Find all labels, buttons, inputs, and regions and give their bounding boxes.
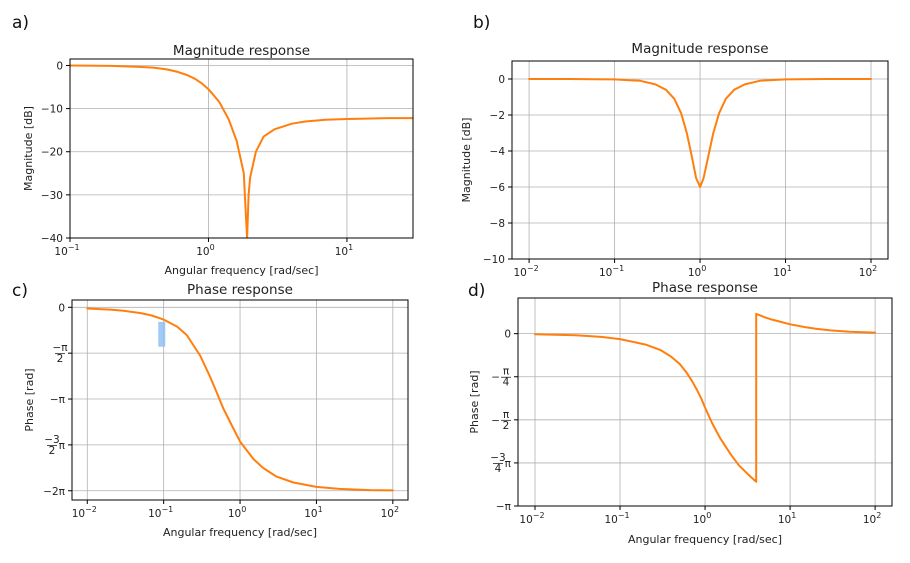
x-tick-label: 101 bbox=[304, 505, 322, 520]
y-tick-label-suffix: π bbox=[59, 440, 66, 452]
x-tick-label: 10−2 bbox=[72, 505, 97, 520]
x-tick-label: 102 bbox=[863, 511, 881, 526]
chart-title: Phase response bbox=[652, 280, 758, 296]
y-tick-label: π−34 bbox=[490, 452, 511, 475]
x-tick-label: 102 bbox=[381, 505, 399, 520]
y-axis-label: Magnitude [dB] bbox=[460, 118, 473, 203]
y-tick-label-suffix: π bbox=[505, 458, 512, 470]
x-tick-label: 10−1 bbox=[604, 511, 629, 526]
x-tick-label: 101 bbox=[335, 243, 353, 258]
chart-panel-1: a) Magnitude response 10−1 100 101 0 −10 −20 −30… bbox=[12, 13, 414, 277]
y-tick-label: −8 bbox=[490, 218, 505, 230]
series-line bbox=[534, 312, 877, 483]
x-tick-label: 101 bbox=[778, 511, 796, 526]
y-tick-label: −π bbox=[50, 394, 66, 406]
y-tick-label: π−32 bbox=[44, 434, 65, 457]
x-tick-label: 10−1 bbox=[599, 264, 624, 279]
series-line bbox=[528, 78, 872, 188]
x-tick-label: 100 bbox=[196, 243, 214, 258]
x-tick-label: 100 bbox=[228, 505, 246, 520]
y-tick-label: −20 bbox=[41, 147, 63, 159]
x-tick-label: 10−1 bbox=[54, 243, 79, 258]
x-tick-label: 10−2 bbox=[514, 264, 539, 279]
x-tick-label: 10−2 bbox=[519, 511, 544, 526]
y-tick-label-num: −3 bbox=[44, 434, 59, 446]
y-tick-label-den: 2 bbox=[57, 353, 64, 365]
y-tick-label: 0 bbox=[504, 329, 511, 341]
y-tick-label-num: −π bbox=[52, 342, 68, 354]
series-line bbox=[70, 64, 413, 238]
chart-title: Magnitude response bbox=[631, 41, 768, 57]
x-tick-label: 100 bbox=[688, 264, 706, 279]
panel-letter: b) bbox=[473, 13, 490, 33]
y-tick-label-den: 4 bbox=[503, 377, 510, 389]
y-tick-label: −4 bbox=[490, 146, 506, 158]
panel-letter: a) bbox=[12, 13, 29, 33]
y-axis-label: Magnitude [dB] bbox=[22, 106, 35, 191]
y-tick-label: −2 bbox=[490, 110, 505, 122]
y-tick-label: π2− bbox=[491, 409, 511, 432]
y-tick-label: −2π bbox=[43, 486, 65, 498]
y-axis-label: Phase [rad] bbox=[468, 370, 481, 433]
y-axis-label: Phase [rad] bbox=[23, 368, 36, 431]
y-tick-label: 0 bbox=[56, 60, 63, 72]
y-tick-label: 0 bbox=[498, 74, 505, 86]
y-tick-label: 0 bbox=[58, 302, 65, 314]
y-tick-label: π4− bbox=[491, 366, 511, 389]
y-tick-label-num: π bbox=[503, 409, 510, 421]
y-tick-label: −6 bbox=[490, 182, 506, 194]
y-tick-label: −10 bbox=[41, 104, 63, 116]
y-tick-label: −30 bbox=[41, 190, 63, 202]
highlight-rect bbox=[158, 321, 166, 347]
chart-title: Magnitude response bbox=[173, 43, 310, 59]
y-tick-label: −40 bbox=[41, 233, 63, 245]
y-tick-label-den: 2 bbox=[503, 420, 510, 432]
plot-frame bbox=[69, 58, 414, 239]
panel-letter: d) bbox=[468, 281, 485, 301]
y-tick-label-sign: − bbox=[491, 415, 500, 427]
panel-letter: c) bbox=[12, 281, 28, 301]
y-tick-label-num: π bbox=[503, 366, 510, 378]
y-tick-label-sign: − bbox=[491, 372, 500, 384]
x-axis-label: Angular frequency [rad/sec] bbox=[164, 264, 318, 277]
x-tick-label: 10−1 bbox=[148, 505, 173, 520]
chart-title: Phase response bbox=[187, 282, 293, 298]
y-tick-label-den: 2 bbox=[49, 445, 56, 457]
y-tick-label: −π bbox=[496, 501, 512, 513]
x-axis-label: Angular frequency [rad/sec] bbox=[163, 526, 317, 539]
x-tick-label: 100 bbox=[693, 511, 711, 526]
y-tick-label-den: 4 bbox=[495, 463, 502, 475]
chart-panel-2: b) Magnitude response 10−2 10−1 100 101 102 0 −2… bbox=[460, 13, 889, 279]
x-tick-label: 101 bbox=[773, 264, 791, 279]
series-line bbox=[86, 307, 394, 492]
y-tick-label: −π2 bbox=[52, 342, 68, 365]
y-tick-label-num: −3 bbox=[490, 452, 505, 464]
x-axis-label: Angular frequency [rad/sec] bbox=[628, 533, 782, 546]
x-tick-label: 102 bbox=[859, 264, 877, 279]
y-tick-label: −10 bbox=[483, 254, 505, 266]
